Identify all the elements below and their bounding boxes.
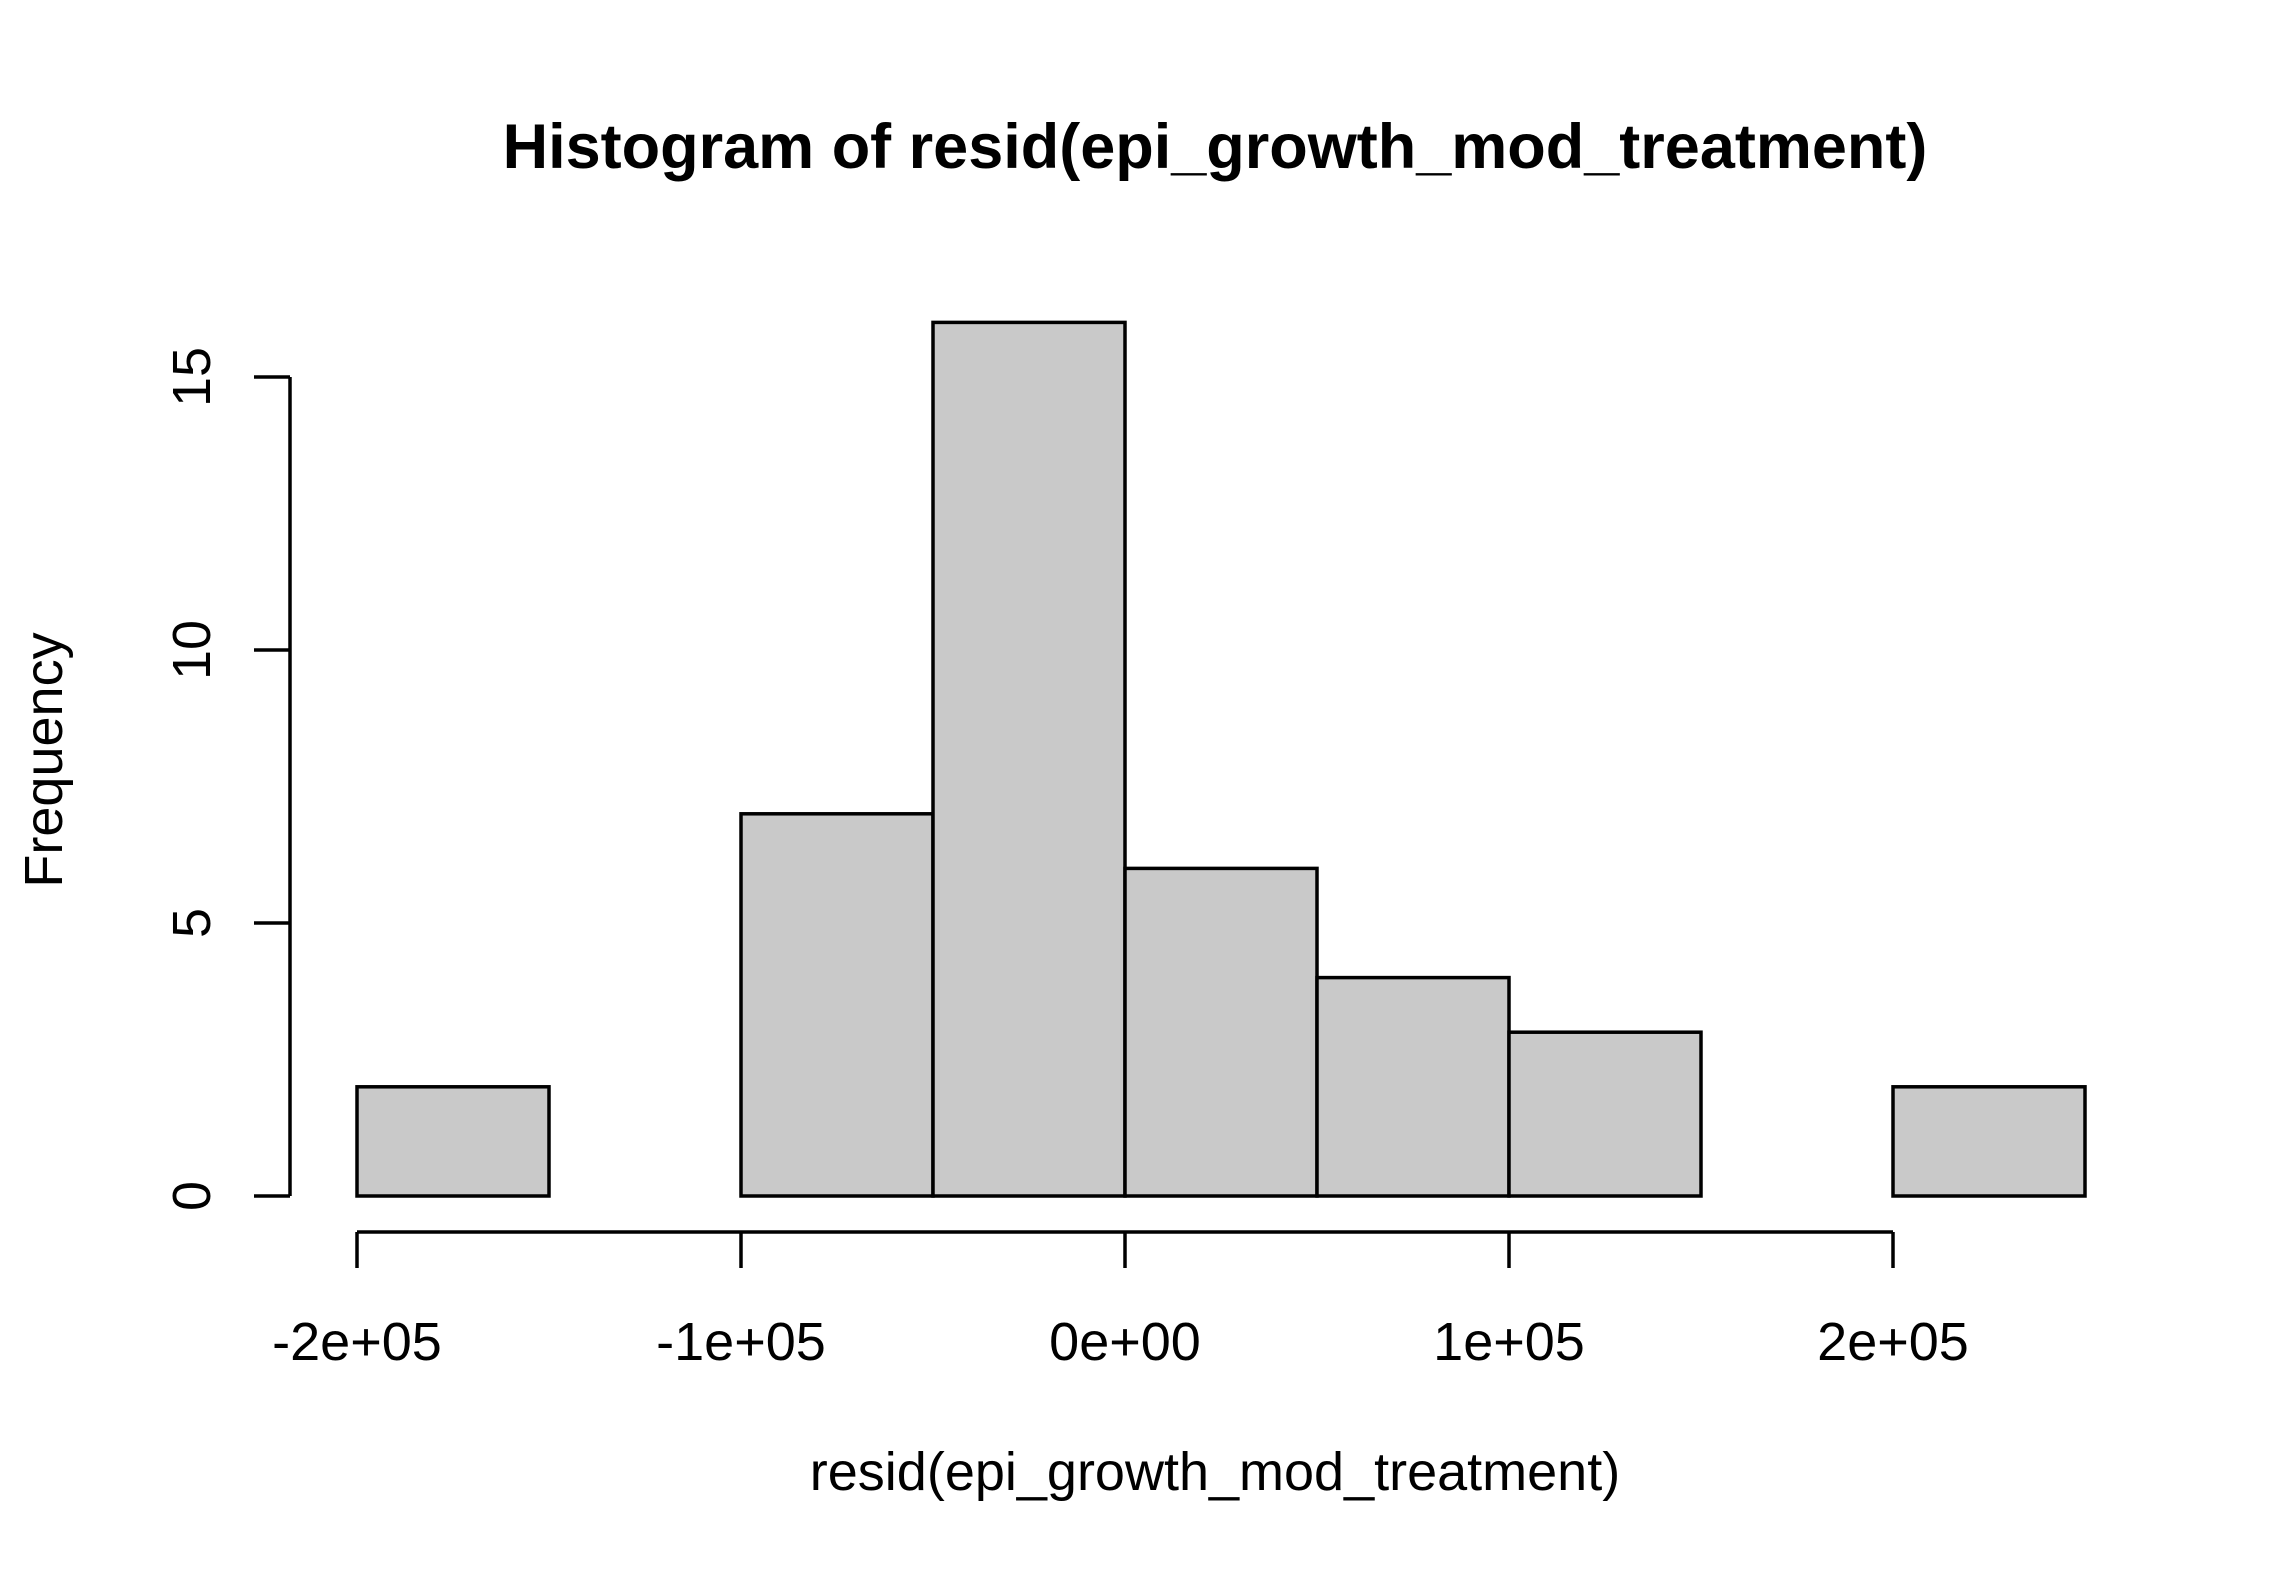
x-tick-label: 0e+00: [1049, 1312, 1201, 1372]
y-tick-label: 10: [162, 620, 222, 680]
histogram-bar: [739, 812, 935, 1198]
chart-title: Histogram of resid(epi_growth_mod_treatm…: [503, 112, 1928, 182]
x-axis: -2e+05 -1e+05 0e+00 1e+05 2e+05: [272, 1230, 1969, 1372]
histogram-bar: [1123, 866, 1319, 1198]
x-axis-label: resid(epi_growth_mod_treatment): [810, 1442, 1620, 1502]
histogram-bar: [1315, 975, 1511, 1198]
y-tick-label: 5: [162, 908, 222, 938]
x-tick-label: -1e+05: [656, 1312, 826, 1372]
histogram-bar: [1507, 1030, 1703, 1198]
y-axis: 0 5 10 15: [162, 347, 292, 1211]
x-tick-label: 2e+05: [1817, 1312, 1969, 1372]
x-tick-label: -2e+05: [272, 1312, 442, 1372]
y-tick-label: 0: [162, 1181, 222, 1211]
y-axis-label: Frequency: [14, 632, 74, 887]
histogram-bar: [931, 320, 1127, 1198]
histogram-bars: [355, 320, 2087, 1198]
y-tick-label: 15: [162, 347, 222, 407]
histogram-bar: [1891, 1085, 2087, 1198]
histogram-bar: [355, 1085, 551, 1198]
x-tick-label: 1e+05: [1433, 1312, 1585, 1372]
